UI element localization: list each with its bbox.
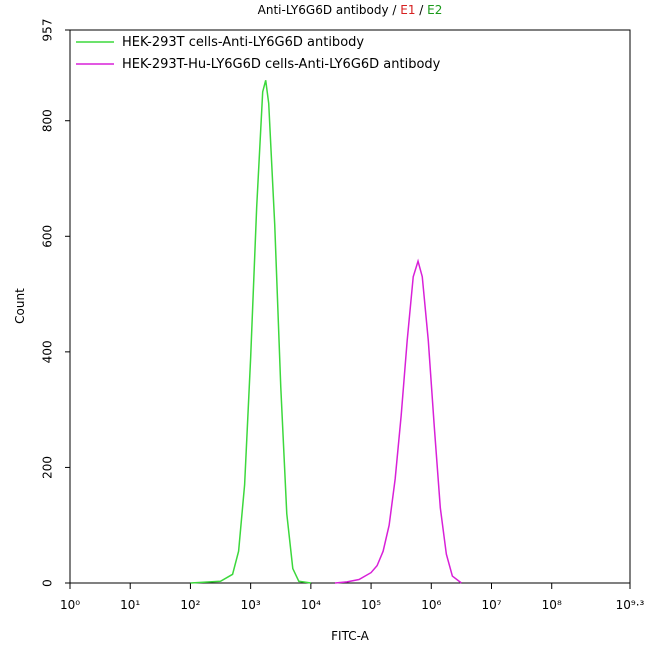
legend-label: HEK-293T cells-Anti-LY6G6D antibody (122, 35, 364, 50)
x-tick-label: 10⁷ (481, 598, 501, 612)
x-tick-label: 10⁵ (361, 598, 381, 612)
plot-frame (69, 29, 631, 584)
y-tick-label: 600 (41, 225, 55, 248)
x-tick-label: 10⁸ (542, 598, 562, 612)
title-part: E2 (427, 3, 442, 17)
x-tick-label: 10⁶ (421, 598, 441, 612)
y-tick-label: 400 (41, 340, 55, 363)
legend-label: HEK-293T-Hu-LY6G6D cells-Anti-LY6G6D ant… (122, 57, 441, 72)
y-tick-label: 0 (41, 579, 55, 587)
x-tick-label: 10² (180, 598, 200, 612)
series-line (334, 258, 462, 584)
x-tick-label: 10⁰ (60, 598, 80, 612)
x-tick-label: 10⁹·³ (616, 598, 645, 612)
y-tick-label: 200 (41, 456, 55, 479)
y-tick-label: 800 (41, 109, 55, 132)
series-line (190, 80, 311, 584)
y-tick-label: 957 (41, 19, 55, 42)
x-axis-label: FITC-A (331, 629, 370, 643)
title-part: / (415, 3, 427, 17)
x-tick-label: 10³ (241, 598, 261, 612)
title-part: Anti-LY6G6D antibody / (258, 3, 401, 17)
y-axis-label: Count (13, 288, 27, 324)
chart-title: Anti-LY6G6D antibody / E1 / E2 (258, 3, 443, 17)
title-part: E1 (400, 3, 415, 17)
x-tick-label: 10⁴ (301, 598, 321, 612)
x-tick-label: 10¹ (120, 598, 140, 612)
